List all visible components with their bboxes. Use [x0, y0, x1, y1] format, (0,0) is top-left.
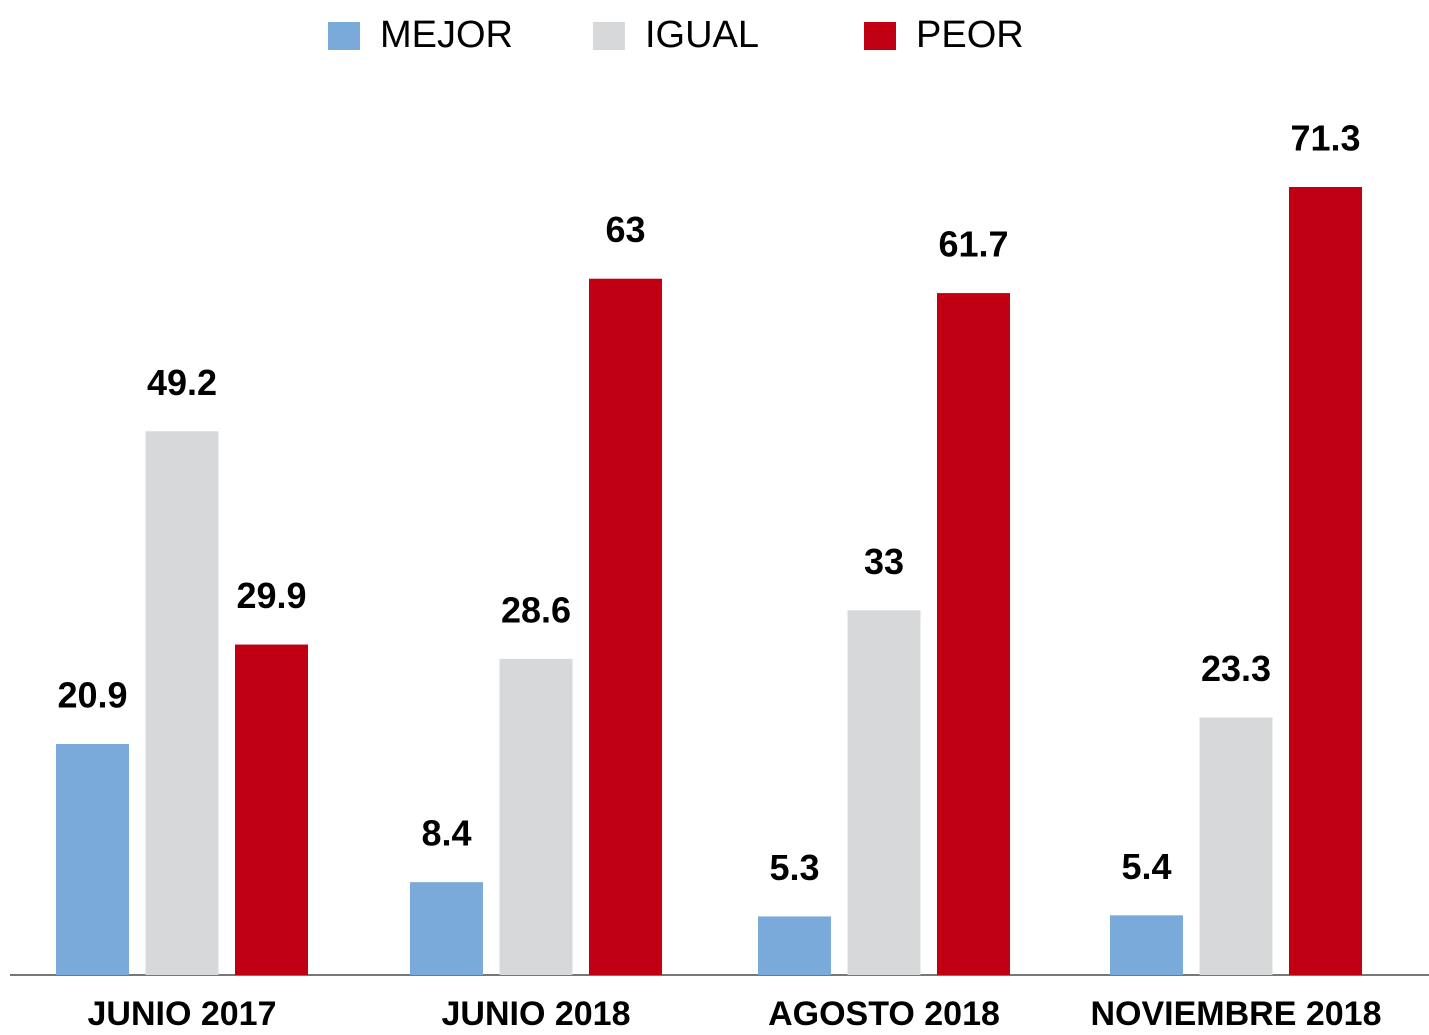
x-tick-label: NOVIEMBRE 2018 [1091, 995, 1382, 1033]
bar [56, 744, 129, 975]
bar [589, 278, 662, 975]
bar [1289, 187, 1362, 975]
legend-label: PEOR [916, 14, 1024, 56]
x-tick-label: JUNIO 2018 [442, 995, 631, 1033]
value-label: 33 [864, 541, 904, 582]
legend-swatch [328, 22, 360, 50]
value-label: 29.9 [236, 575, 306, 616]
x-tick-label: AGOSTO 2018 [768, 995, 1000, 1033]
bar [758, 916, 831, 975]
value-label: 63 [605, 209, 645, 250]
value-label: 5.3 [769, 847, 819, 888]
legend-swatch [864, 22, 896, 50]
legend-label: IGUAL [645, 14, 759, 56]
bar [937, 293, 1010, 976]
legend-label: MEJOR [380, 14, 513, 56]
value-label: 49.2 [147, 362, 217, 403]
bar [499, 658, 573, 975]
value-label: 28.6 [501, 589, 571, 630]
value-label: 61.7 [938, 224, 1008, 265]
bar [410, 882, 483, 975]
value-label: 71.3 [1290, 118, 1360, 159]
bar [1199, 717, 1273, 975]
value-label: 5.4 [1121, 846, 1171, 887]
bar [1110, 915, 1183, 975]
value-label: 23.3 [1201, 648, 1271, 689]
value-label: 8.4 [421, 813, 471, 854]
x-tick-label: JUNIO 2017 [88, 995, 277, 1033]
value-label: 20.9 [57, 675, 127, 716]
bar [847, 610, 921, 975]
bar [145, 431, 219, 976]
legend-swatch [593, 22, 625, 50]
bar [235, 644, 308, 975]
